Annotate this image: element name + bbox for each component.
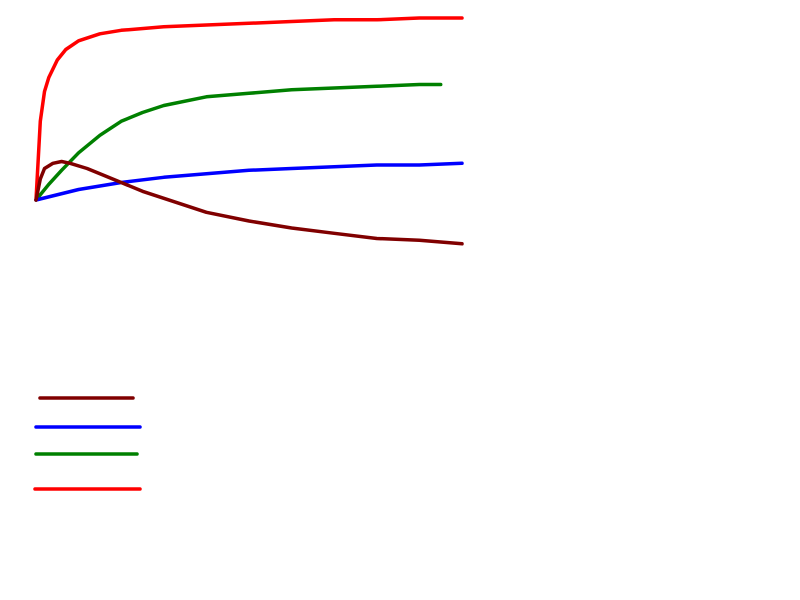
series-line-1 (34, 16, 464, 202)
series-line-3 (34, 161, 464, 202)
series-layer (34, 16, 464, 246)
series-line-2 (34, 82, 443, 202)
legend (33, 396, 142, 491)
series-line-4 (34, 159, 464, 246)
